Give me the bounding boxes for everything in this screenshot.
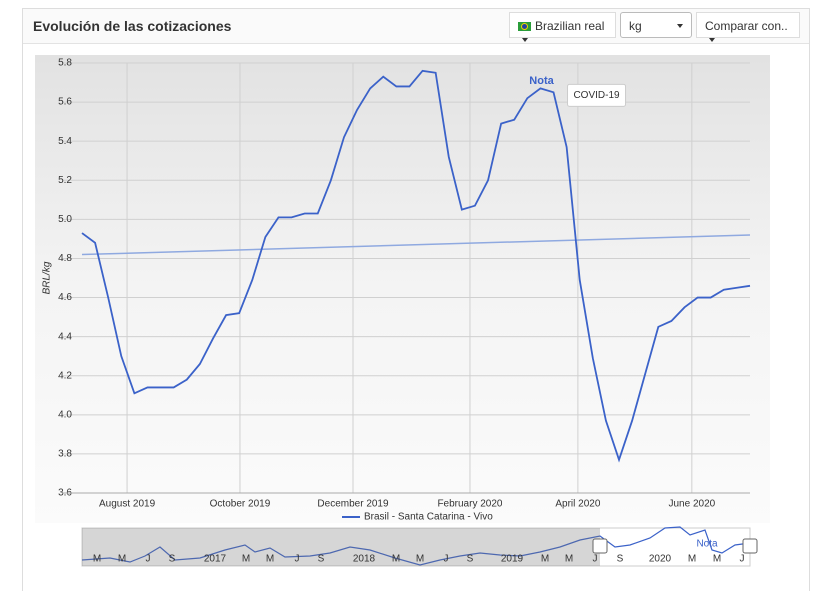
navigator-label: 2020: [649, 554, 672, 565]
x-tick-label: February 2020: [437, 499, 502, 510]
compare-dropdown[interactable]: Comparar con..: [696, 12, 800, 42]
y-tick-label: 3.8: [58, 449, 72, 460]
navigator-label: J: [593, 554, 598, 565]
y-tick-label: 4.6: [58, 292, 72, 303]
navigator-label: 2018: [353, 554, 376, 565]
annotation-box: [567, 83, 627, 107]
y-tick-label: 4.0: [58, 409, 72, 420]
navigator-handle[interactable]: [592, 538, 608, 554]
x-tick-label: August 2019: [99, 499, 156, 510]
navigator-label: J: [295, 554, 300, 565]
currency-label: Brazilian real: [535, 19, 605, 33]
navigator-label: M: [541, 554, 549, 565]
navigator-line: [81, 526, 751, 566]
navigator-label: M: [392, 554, 400, 565]
navigator-label: M: [416, 554, 424, 565]
x-tick-label: December 2019: [317, 499, 389, 510]
navigator-label: M: [242, 554, 250, 565]
navigator-label: S: [318, 554, 325, 565]
navigator-label: 2019: [501, 554, 524, 565]
x-tick-label: April 2020: [555, 499, 600, 510]
navigator-label: J: [444, 554, 449, 565]
y-tick-label: 4.8: [58, 253, 72, 264]
navigator-note: Nota: [696, 539, 718, 550]
navigator-background: [81, 527, 751, 567]
currency-dropdown[interactable]: Brazilian real: [509, 12, 616, 42]
y-tick-label: 4.2: [58, 370, 72, 381]
y-tick-label: 5.2: [58, 175, 72, 186]
compare-label: Comparar con..: [705, 19, 788, 33]
navigator-label: S: [467, 554, 474, 565]
y-tick-label: 5.8: [58, 58, 72, 69]
navigator-label: M: [565, 554, 573, 565]
navigator-label: 2017: [204, 554, 227, 565]
header: Evolución de las cotizaciones Brazilian …: [23, 9, 809, 44]
navigator-label: J: [740, 554, 745, 565]
navigator-handle[interactable]: [742, 538, 758, 554]
annotation-title: Nota: [529, 75, 554, 87]
unit-select[interactable]: kg: [620, 12, 692, 38]
plot-background: [35, 55, 770, 523]
series-line: [81, 69, 751, 463]
navigator-label: M: [713, 554, 721, 565]
navigator-label: S: [169, 554, 176, 565]
x-tick-label: June 2020: [668, 499, 715, 510]
y-tick-label: 5.4: [58, 136, 72, 147]
annotation-text: COVID-19: [573, 90, 620, 101]
y-tick-label: 5.6: [58, 97, 72, 108]
title: Evolución de las cotizaciones: [33, 18, 232, 34]
trend-line: [81, 234, 751, 256]
navigator-label: J: [146, 554, 151, 565]
y-tick-label: 4.4: [58, 331, 72, 342]
unit-label: kg: [629, 19, 642, 33]
navigator-label: M: [688, 554, 696, 565]
navigator-label: M: [266, 554, 274, 565]
navigator-label: M: [118, 554, 126, 565]
navigator-label: M: [93, 554, 101, 565]
y-axis-title: BRL/kg: [42, 261, 53, 294]
legend-label: Brasil - Santa Catarina - Vivo: [364, 512, 493, 523]
y-tick-label: 5.0: [58, 214, 72, 225]
card: Evolución de las cotizaciones Brazilian …: [22, 8, 810, 591]
x-tick-label: October 2019: [210, 499, 271, 510]
navigator-label: S: [617, 554, 624, 565]
navigator-mask: [82, 528, 600, 566]
